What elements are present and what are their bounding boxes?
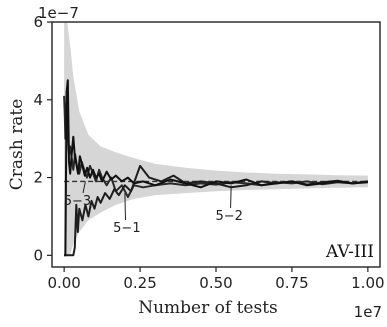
- y-tick-label: 6: [33, 13, 43, 31]
- plot-frame: [51, 21, 381, 268]
- x-tick-label: 1.00: [351, 274, 384, 292]
- confidence-band-layer: [64, 22, 368, 256]
- y-axis-label: Crash rate: [7, 99, 27, 191]
- x-tick-label: 0.00: [47, 274, 80, 292]
- x-tick-label: 0.25: [123, 274, 156, 292]
- x-tick-label: 0.50: [199, 274, 232, 292]
- annotation-leader: [230, 185, 232, 209]
- x-axis-label: Number of tests: [138, 298, 278, 318]
- y-axis-ticks: 0 2 4 6: [33, 13, 52, 264]
- y-offset-label: 1e−7: [38, 4, 79, 22]
- annotation-label: 5−3: [64, 194, 91, 209]
- y-tick-label: 2: [33, 169, 43, 187]
- x-tick-label: 0.75: [275, 274, 308, 292]
- series-layer: [63, 79, 369, 257]
- annotation-leader: [82, 181, 86, 194]
- series-line-5-3: [64, 79, 368, 257]
- x-offset-label: 1e7: [354, 303, 382, 321]
- annotation-leader: [124, 193, 126, 221]
- panel-label: AV-III: [325, 242, 374, 262]
- y-tick-label: 4: [33, 91, 43, 109]
- annotation-layer: 5−3 5−1 5−2: [64, 181, 243, 236]
- y-tick-label: 0: [33, 246, 43, 264]
- series-line-5-2: [63, 164, 369, 257]
- annotation-label: 5−1: [113, 221, 140, 236]
- annotation-label: 5−2: [215, 209, 242, 224]
- x-axis-ticks: 0.00 0.25 0.50 0.75 1.00: [47, 267, 385, 292]
- confidence-band: [64, 22, 368, 256]
